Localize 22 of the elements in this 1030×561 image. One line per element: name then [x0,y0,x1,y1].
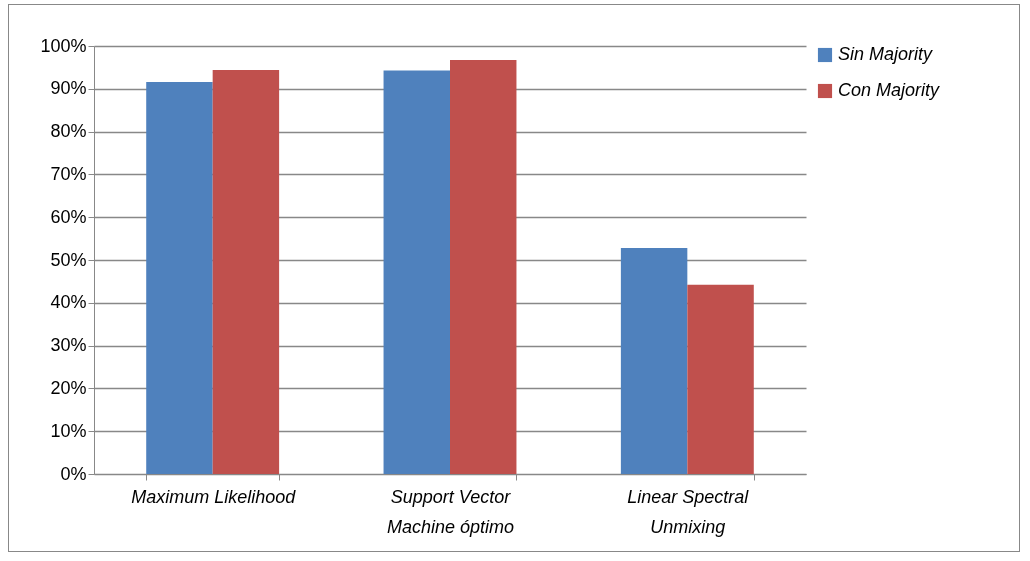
bar [620,248,688,474]
y-tick-label: 10% [50,420,87,441]
y-tick-label: 80% [50,121,87,142]
bar [450,60,517,474]
y-tick-label: 30% [50,335,87,356]
y-tick-label: 90% [50,78,87,99]
legend-label: Con Majority [838,80,941,100]
y-tick-label: 0% [60,463,87,484]
y-tick-label: 20% [50,377,87,398]
bar [687,284,754,474]
y-tick-label: 70% [50,163,87,184]
bar [212,69,280,474]
bar [383,70,450,474]
y-tick-label: 60% [50,206,87,227]
legend-label: Sin Majority [838,44,934,64]
x-tick-label: Maximum Likelihood [131,486,297,507]
x-tick-label: Support Vector Machine óptimo [386,486,515,537]
y-tick-label: 100% [40,35,87,56]
y-tick-label: 40% [50,292,87,313]
x-tick-label: Linear Spectral Unmixing [627,486,750,537]
bar [146,81,213,474]
y-tick-label: 50% [50,249,87,270]
